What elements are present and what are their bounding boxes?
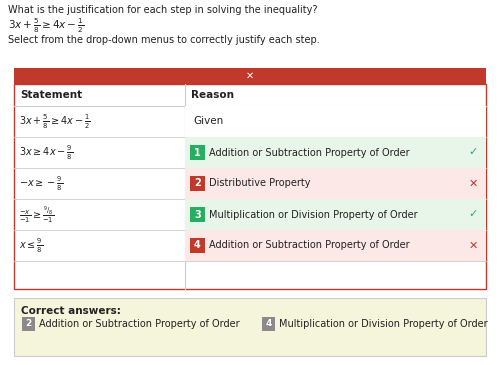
Text: ✓: ✓ xyxy=(468,210,478,219)
FancyBboxPatch shape xyxy=(22,317,35,331)
Text: Correct answers:: Correct answers: xyxy=(21,306,121,316)
FancyBboxPatch shape xyxy=(14,68,486,84)
Text: Select from the drop-down menus to correctly justify each step.: Select from the drop-down menus to corre… xyxy=(8,35,320,45)
FancyBboxPatch shape xyxy=(185,106,486,137)
FancyBboxPatch shape xyxy=(190,207,205,222)
Text: Addition or Subtraction Property of Order: Addition or Subtraction Property of Orde… xyxy=(209,147,410,158)
Text: ✕: ✕ xyxy=(468,241,478,250)
Text: Addition or Subtraction Property of Order: Addition or Subtraction Property of Orde… xyxy=(39,319,239,329)
Text: $3x\geq 4x-\frac{9}{8}$: $3x\geq 4x-\frac{9}{8}$ xyxy=(19,143,73,162)
FancyBboxPatch shape xyxy=(190,145,205,160)
Text: Distributive Property: Distributive Property xyxy=(209,178,310,188)
FancyBboxPatch shape xyxy=(185,199,486,230)
FancyBboxPatch shape xyxy=(242,70,258,82)
Text: $\frac{-x}{-1}\geq \frac{^{9}/_{8}}{-1}$: $\frac{-x}{-1}\geq \frac{^{9}/_{8}}{-1}$ xyxy=(19,204,55,225)
Text: 1: 1 xyxy=(194,147,201,158)
FancyBboxPatch shape xyxy=(185,230,486,261)
Text: ✕: ✕ xyxy=(468,178,478,188)
Text: ✓: ✓ xyxy=(468,147,478,158)
FancyBboxPatch shape xyxy=(190,238,205,253)
Text: $3x + \frac{5}{8} \geq 4x - \frac{1}{2}$: $3x + \frac{5}{8} \geq 4x - \frac{1}{2}$ xyxy=(8,17,84,35)
Text: 4: 4 xyxy=(266,319,272,328)
Text: $3x+\frac{5}{8}\geq 4x-\frac{1}{2}$: $3x+\frac{5}{8}\geq 4x-\frac{1}{2}$ xyxy=(19,112,91,131)
FancyBboxPatch shape xyxy=(190,176,205,191)
FancyBboxPatch shape xyxy=(185,168,486,199)
Text: 4: 4 xyxy=(194,241,201,250)
Text: Reason: Reason xyxy=(191,90,234,100)
Text: 3: 3 xyxy=(194,210,201,219)
Text: $x\leq \frac{9}{8}$: $x\leq \frac{9}{8}$ xyxy=(19,237,44,255)
Text: Multiplication or Division Property of Order: Multiplication or Division Property of O… xyxy=(209,210,418,219)
Text: Given: Given xyxy=(193,116,223,127)
Text: $-x\geq -\frac{9}{8}$: $-x\geq -\frac{9}{8}$ xyxy=(19,174,63,193)
FancyBboxPatch shape xyxy=(185,137,486,168)
FancyBboxPatch shape xyxy=(14,298,486,356)
Text: ✕: ✕ xyxy=(246,71,254,81)
Text: 2: 2 xyxy=(26,319,32,328)
Text: 2: 2 xyxy=(194,178,201,188)
FancyBboxPatch shape xyxy=(14,84,486,289)
Text: Statement: Statement xyxy=(20,90,82,100)
Text: Multiplication or Division Property of Order: Multiplication or Division Property of O… xyxy=(279,319,488,329)
FancyBboxPatch shape xyxy=(262,317,275,331)
Text: Addition or Subtraction Property of Order: Addition or Subtraction Property of Orde… xyxy=(209,241,410,250)
Text: What is the justification for each step in solving the inequality?: What is the justification for each step … xyxy=(8,5,318,15)
